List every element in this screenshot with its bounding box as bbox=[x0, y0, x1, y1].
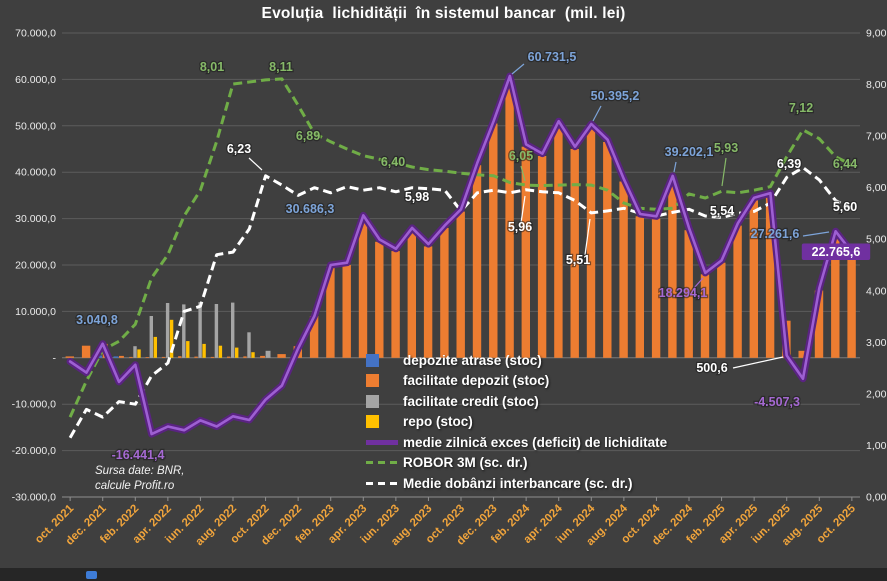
svg-text:6,23: 6,23 bbox=[227, 142, 251, 156]
svg-text:60.000,0: 60.000,0 bbox=[15, 74, 56, 86]
source-note: Sursa date: BNR, calcule Profit.ro bbox=[95, 464, 184, 494]
annotations-layer: 3.040,8 -16.441,4 8,01 8,11 6,23 6,89 30.686,3… bbox=[75, 49, 871, 463]
svg-text:22.765,6: 22.765,6 bbox=[812, 245, 861, 259]
svg-text:70.000,0: 70.000,0 bbox=[15, 28, 56, 40]
svg-text:3,00: 3,00 bbox=[866, 337, 887, 349]
svg-text:30.000,0: 30.000,0 bbox=[15, 213, 56, 225]
svg-text:-4.507,3: -4.507,3 bbox=[754, 395, 800, 409]
bottom-strip bbox=[0, 568, 887, 581]
bars-layer bbox=[65, 78, 856, 358]
svg-text:-16.441,4: -16.441,4 bbox=[112, 448, 165, 462]
svg-text:1,00: 1,00 bbox=[866, 440, 887, 452]
svg-text:-10.000,0: -10.000,0 bbox=[12, 399, 57, 411]
svg-text:7,12: 7,12 bbox=[789, 101, 813, 115]
svg-text:0,00: 0,00 bbox=[866, 492, 887, 504]
legend-item: repo (stoc) bbox=[366, 412, 667, 433]
svg-text:6,40: 6,40 bbox=[381, 155, 405, 169]
source-note-line2: calcule Profit.ro bbox=[95, 480, 175, 492]
svg-text:6,89: 6,89 bbox=[296, 129, 320, 143]
svg-text:5,98: 5,98 bbox=[405, 190, 429, 204]
svg-text:5,93: 5,93 bbox=[714, 141, 738, 155]
svg-text:27.261,6: 27.261,6 bbox=[751, 227, 800, 241]
legend-swatch bbox=[366, 415, 379, 429]
line-robor-3m bbox=[68, 77, 853, 418]
line-excess-liquidity bbox=[66, 72, 856, 438]
svg-text:50.000,0: 50.000,0 bbox=[15, 120, 56, 132]
svg-text:9,00: 9,00 bbox=[866, 28, 887, 40]
svg-text:39.202,1: 39.202,1 bbox=[665, 145, 714, 159]
legend-item: facilitate credit (stoc) bbox=[366, 391, 667, 412]
legend-item-label: Medie dobânzi interbancare (sc. dr.) bbox=[403, 475, 633, 491]
legend-item: depozite atrase (stoc) bbox=[366, 350, 667, 371]
svg-text:3.040,8: 3.040,8 bbox=[76, 313, 118, 327]
legend-item: facilitate depozit (stoc) bbox=[366, 371, 667, 392]
svg-text:500,6: 500,6 bbox=[696, 361, 727, 375]
svg-text:6,00: 6,00 bbox=[866, 182, 887, 194]
legend-item-label: repo (stoc) bbox=[403, 414, 473, 430]
legend-item: medie zilnică exces (deficit) de lichidi… bbox=[366, 432, 667, 453]
legend-item-label: ROBOR 3M (sc. dr.) bbox=[403, 455, 528, 471]
svg-text:8,11: 8,11 bbox=[269, 60, 293, 74]
svg-text:30.686,3: 30.686,3 bbox=[286, 202, 335, 216]
legend-swatch bbox=[366, 439, 398, 445]
svg-text:18.294,1: 18.294,1 bbox=[659, 286, 708, 300]
legend-swatch bbox=[366, 481, 398, 485]
svg-text:60.731,5: 60.731,5 bbox=[528, 50, 577, 64]
liquidity-chart: 70.000,0 60.000,0 50.000,0 40.000,0 30.000,0… bbox=[12, 28, 887, 549]
legend-item-label: medie zilnică exces (deficit) de lichidi… bbox=[403, 434, 668, 450]
legend-item-label: facilitate credit (stoc) bbox=[403, 393, 539, 409]
svg-text:5,54: 5,54 bbox=[710, 204, 734, 218]
svg-text:6,05: 6,05 bbox=[509, 149, 533, 163]
svg-text:2,00: 2,00 bbox=[866, 388, 887, 400]
svg-text:-20.000,0: -20.000,0 bbox=[12, 445, 57, 457]
legend-swatch bbox=[366, 394, 379, 408]
bottom-strip-marker bbox=[86, 571, 97, 579]
svg-text:8,00: 8,00 bbox=[866, 79, 887, 91]
svg-text:7,00: 7,00 bbox=[866, 131, 887, 143]
svg-text:50.395,2: 50.395,2 bbox=[591, 89, 640, 103]
legend-item: Medie dobânzi interbancare (sc. dr.) bbox=[366, 473, 667, 494]
source-note-line1: Sursa date: BNR, bbox=[95, 465, 185, 477]
legend-item: ROBOR 3M (sc. dr.) bbox=[366, 453, 667, 474]
chart-legend: depozite atrase (stoc) facilitate depozi… bbox=[366, 350, 667, 494]
svg-text:5,51: 5,51 bbox=[566, 253, 590, 267]
legend-swatch bbox=[366, 461, 398, 465]
legend-item-label: depozite atrase (stoc) bbox=[403, 352, 542, 368]
line-interbank-avg bbox=[68, 166, 853, 439]
svg-text:8,01: 8,01 bbox=[200, 60, 224, 74]
y-axis-right-labels: 9,00 8,00 7,00 6,00 5,00 4,00 3,00 2,00 1,00 0,00 bbox=[866, 28, 887, 504]
svg-text:10.000,0: 10.000,0 bbox=[15, 306, 56, 318]
svg-text:5,60: 5,60 bbox=[833, 200, 857, 214]
svg-text:6,44: 6,44 bbox=[833, 157, 857, 171]
svg-text:40.000,0: 40.000,0 bbox=[15, 167, 56, 179]
svg-text:-: - bbox=[53, 352, 57, 364]
svg-text:5,96: 5,96 bbox=[508, 220, 532, 234]
svg-text:20.000,0: 20.000,0 bbox=[15, 260, 56, 272]
legend-item-label: facilitate depozit (stoc) bbox=[403, 373, 550, 389]
svg-text:-30.000,0: -30.000,0 bbox=[12, 492, 57, 504]
page-title: Evoluția lichidității în sistemul bancar… bbox=[261, 5, 626, 22]
svg-text:5,00: 5,00 bbox=[866, 234, 887, 246]
legend-swatch bbox=[366, 353, 379, 367]
legend-swatch bbox=[366, 374, 379, 388]
svg-text:6,39: 6,39 bbox=[777, 157, 801, 171]
svg-text:4,00: 4,00 bbox=[866, 285, 887, 297]
